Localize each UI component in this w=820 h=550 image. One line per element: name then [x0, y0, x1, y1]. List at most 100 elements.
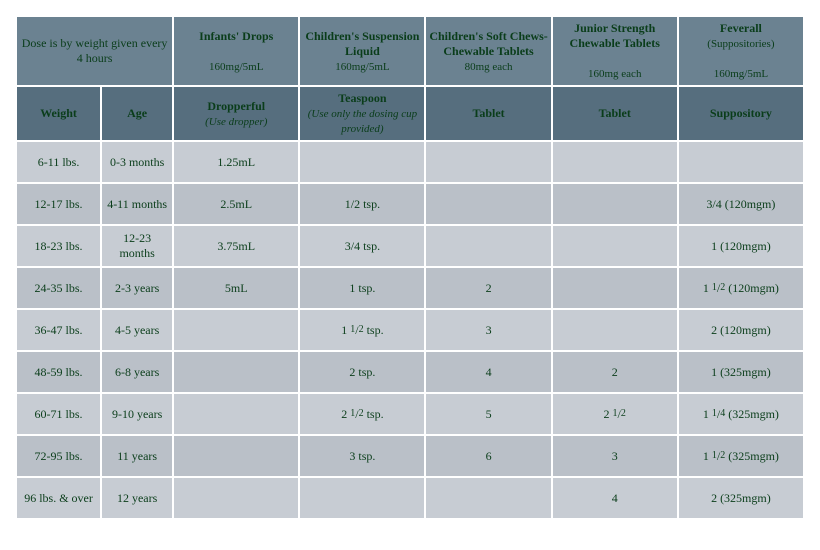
hdr-em: (Use dropper) [205, 116, 267, 128]
cell-weight: 18-23 lbs. [16, 225, 101, 267]
cell-weight: 24-35 lbs. [16, 267, 101, 309]
cell-dropper [173, 477, 299, 519]
cell-weight: 96 lbs. & over [16, 477, 101, 519]
col-title: Feverall [720, 21, 762, 35]
hdr-em: (Use only the dosing cup provided) [308, 108, 417, 135]
cell-tablet-2 [552, 267, 678, 309]
col-infants-drops: Infants' Drops 160mg/5mL [173, 16, 299, 86]
cell-suppository: 1 (120mgm) [678, 225, 804, 267]
table-row: 36-47 lbs.4-5 years 1 1/2 tsp.3 2 (120mgm) [16, 309, 804, 351]
col-sub: 160mg/5mL [714, 68, 768, 80]
cell-age: 4-11 months [101, 183, 173, 225]
table-row: 60-71 lbs.9-10 years 2 1/2 tsp.52 1/21 1/… [16, 393, 804, 435]
col-feverall: Feverall (Suppositories) 160mg/5mL [678, 16, 804, 86]
col-sub: 160mg/5mL [335, 61, 389, 73]
cell-weight: 36-47 lbs. [16, 309, 101, 351]
cell-tablet-2 [552, 141, 678, 183]
cell-weight: 60-71 lbs. [16, 393, 101, 435]
cell-suppository: 1 (325mgm) [678, 351, 804, 393]
cell-dropper: 5mL [173, 267, 299, 309]
table-row: 48-59 lbs.6-8 years 2 tsp.421 (325mgm) [16, 351, 804, 393]
hdr-suppository: Suppository [678, 86, 804, 141]
cell-weight: 6-11 lbs. [16, 141, 101, 183]
hdr-age: Age [101, 86, 173, 141]
header-row-2: Weight Age Dropperful (Use dropper) Teas… [16, 86, 804, 141]
col-title: Infants' Drops [199, 29, 273, 43]
cell-tablet-1: 6 [425, 435, 551, 477]
cell-teaspoon: 1 1/2 tsp. [299, 309, 425, 351]
cell-dropper: 1.25mL [173, 141, 299, 183]
cell-tablet-2: 3 [552, 435, 678, 477]
dosage-table: Dose is by weight given every 4 hours In… [15, 15, 805, 520]
cell-age: 12 years [101, 477, 173, 519]
cell-teaspoon [299, 141, 425, 183]
cell-age: 12-23 months [101, 225, 173, 267]
hdr-weight: Weight [16, 86, 101, 141]
cell-dropper: 2.5mL [173, 183, 299, 225]
table-row: 6-11 lbs.0-3 months1.25mL [16, 141, 804, 183]
cell-suppository: 1 1/2 (120mgm) [678, 267, 804, 309]
table-row: 12-17 lbs.4-11 months2.5mL1/2 tsp. 3/4 (1… [16, 183, 804, 225]
cell-dropper [173, 435, 299, 477]
col-suspension: Children's Suspension Liquid 160mg/5mL [299, 16, 425, 86]
cell-dropper [173, 351, 299, 393]
cell-age: 11 years [101, 435, 173, 477]
hdr-label: Teaspoon [338, 91, 386, 105]
cell-tablet-2: 2 [552, 351, 678, 393]
col-paren: (Suppositories) [707, 38, 774, 50]
col-title: Children's Soft Chews- Chewable Tablets [429, 29, 547, 58]
cell-tablet-1 [425, 183, 551, 225]
col-soft-chews: Children's Soft Chews- Chewable Tablets … [425, 16, 551, 86]
table-row: 24-35 lbs.2-3 years5mL1 tsp.2 1 1/2 (120m… [16, 267, 804, 309]
cell-teaspoon: 2 tsp. [299, 351, 425, 393]
cell-weight: 48-59 lbs. [16, 351, 101, 393]
cell-teaspoon: 3 tsp. [299, 435, 425, 477]
col-sub: 80mg each [465, 61, 513, 73]
dose-note-cell: Dose is by weight given every 4 hours [16, 16, 173, 86]
cell-age: 9-10 years [101, 393, 173, 435]
cell-tablet-1 [425, 477, 551, 519]
cell-suppository: 3/4 (120mgm) [678, 183, 804, 225]
hdr-tablet-1: Tablet [425, 86, 551, 141]
cell-suppository: 2 (120mgm) [678, 309, 804, 351]
cell-teaspoon [299, 477, 425, 519]
cell-tablet-2: 2 1/2 [552, 393, 678, 435]
cell-teaspoon: 1/2 tsp. [299, 183, 425, 225]
cell-teaspoon: 1 tsp. [299, 267, 425, 309]
cell-suppository: 2 (325mgm) [678, 477, 804, 519]
hdr-dropper: Dropperful (Use dropper) [173, 86, 299, 141]
cell-weight: 12-17 lbs. [16, 183, 101, 225]
col-title: Children's Suspension Liquid [305, 29, 419, 58]
cell-tablet-1 [425, 141, 551, 183]
cell-weight: 72-95 lbs. [16, 435, 101, 477]
table-row: 18-23 lbs.12-23 months3.75mL3/4 tsp.1 (1… [16, 225, 804, 267]
cell-dropper: 3.75mL [173, 225, 299, 267]
hdr-tablet-2: Tablet [552, 86, 678, 141]
table-row: 72-95 lbs.11 years 3 tsp.631 1/2 (325mgm) [16, 435, 804, 477]
table-body: 6-11 lbs.0-3 months1.25mL12-17 lbs.4-11 … [16, 141, 804, 519]
cell-tablet-1 [425, 225, 551, 267]
col-junior: Junior Strength Chewable Tablets 160mg e… [552, 16, 678, 86]
cell-age: 2-3 years [101, 267, 173, 309]
cell-tablet-1: 5 [425, 393, 551, 435]
cell-suppository: 1 1/2 (325mgm) [678, 435, 804, 477]
cell-tablet-1: 4 [425, 351, 551, 393]
cell-tablet-2 [552, 183, 678, 225]
col-sub: 160mg/5mL [209, 61, 263, 73]
header-row-1: Dose is by weight given every 4 hours In… [16, 16, 804, 86]
col-sub: 160mg each [588, 68, 641, 80]
cell-age: 6-8 years [101, 351, 173, 393]
cell-suppository: 1 1/4 (325mgm) [678, 393, 804, 435]
hdr-label: Dropperful [207, 99, 265, 113]
cell-dropper [173, 309, 299, 351]
cell-tablet-2 [552, 225, 678, 267]
cell-age: 4-5 years [101, 309, 173, 351]
cell-age: 0-3 months [101, 141, 173, 183]
cell-teaspoon: 2 1/2 tsp. [299, 393, 425, 435]
hdr-teaspoon: Teaspoon (Use only the dosing cup provid… [299, 86, 425, 141]
cell-tablet-2 [552, 309, 678, 351]
table-row: 96 lbs. & over12 years42 (325mgm) [16, 477, 804, 519]
cell-tablet-1: 3 [425, 309, 551, 351]
cell-dropper [173, 393, 299, 435]
cell-tablet-1: 2 [425, 267, 551, 309]
